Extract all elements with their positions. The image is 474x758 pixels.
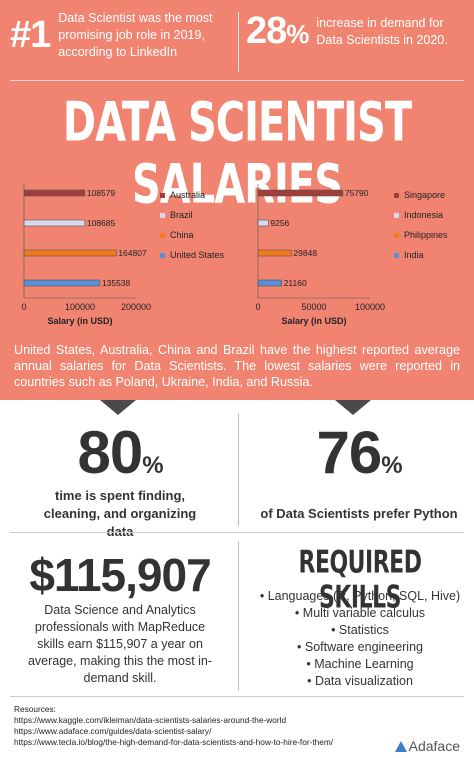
- chart-bar: [257, 279, 282, 287]
- legend-label: Indonesia: [404, 210, 443, 220]
- skill-item: Data visualization: [250, 673, 470, 690]
- legend-swatch: [160, 233, 165, 238]
- demand-text: increase in demand for Data Scientists i…: [316, 15, 448, 47]
- skill-item: Statistics: [250, 622, 470, 639]
- chart-bar: [257, 219, 269, 227]
- header-rule: [10, 80, 464, 81]
- mapreduce-salary-caption: Data Science and Analytics professionals…: [27, 603, 213, 685]
- chart-asia-salary: 75790 9256 29848 21160 0 50000 100000 Salary (i…: [255, 184, 448, 326]
- rank-value: #1: [10, 14, 51, 56]
- stat-time-spent: 80% time is spent finding, cleaning, and…: [20, 418, 220, 541]
- legend-swatch: [160, 193, 165, 198]
- legend-swatch: [394, 193, 399, 198]
- x-tick-label: 100000: [65, 302, 95, 312]
- x-tick-label: 50000: [301, 302, 326, 312]
- rank-text: Data Scientist was the most promising jo…: [58, 11, 213, 59]
- adaface-logo-icon: [394, 740, 407, 752]
- salary-summary: United States, Australia, China and Braz…: [14, 343, 460, 389]
- demand-value: 28%: [246, 10, 309, 52]
- legend-label: India: [404, 250, 424, 260]
- data-label: 29848: [293, 248, 317, 258]
- x-tick-label: 0: [255, 302, 260, 312]
- data-label: 164807: [118, 248, 147, 258]
- legend-label: China: [170, 230, 194, 240]
- legend-label: Philippines: [404, 230, 448, 240]
- skill-item: Machine Learning: [250, 656, 470, 673]
- chart-bar: [257, 249, 292, 257]
- section-divider: [10, 532, 464, 533]
- skill-item: Software engineering: [250, 639, 470, 656]
- data-label: 75790: [345, 188, 369, 198]
- python-value: 76%: [316, 419, 402, 486]
- section-notch-left: [100, 400, 136, 415]
- data-label: 9256: [270, 218, 289, 228]
- resources-label: Resources:: [14, 704, 56, 714]
- resources: Resources: https://www.kaggle.com/ikleim…: [14, 704, 333, 748]
- data-label: 135538: [102, 278, 131, 288]
- legend-swatch: [160, 213, 165, 218]
- chart-bar: [23, 189, 86, 197]
- header-stat-rank: #1 Data Scientist was the most promising…: [10, 10, 218, 61]
- chart-bar: [23, 279, 101, 287]
- x-tick-label: 0: [21, 302, 26, 312]
- brand-name: Adaface: [408, 738, 460, 754]
- legend-label: Singapore: [404, 190, 445, 200]
- python-caption: of Data Scientists prefer Python: [260, 506, 458, 521]
- chart-bar: [257, 189, 344, 197]
- skills-divider: [238, 542, 239, 690]
- legend-label: United States: [170, 250, 225, 260]
- x-axis-label: Salary (in USD): [281, 316, 346, 326]
- skills-list: Languages (R, Python, SQL, Hive) Multi v…: [250, 588, 470, 690]
- x-tick-label: 200000: [121, 302, 151, 312]
- resource-link[interactable]: https://www.kaggle.com/ikleiman/data-sci…: [14, 715, 287, 725]
- legend-swatch: [394, 253, 399, 258]
- salmon-section: #1 Data Scientist was the most promising…: [0, 0, 474, 400]
- skill-item: Multi variable calculus: [250, 605, 470, 622]
- skill-item: Languages (R, Python, SQL, Hive): [250, 588, 470, 605]
- legend-swatch: [394, 233, 399, 238]
- stats-divider: [238, 414, 239, 526]
- footer-divider: [10, 696, 464, 697]
- legend-swatch: [160, 253, 165, 258]
- x-tick-label: 100000: [355, 302, 385, 312]
- brand-logo: Adaface: [394, 738, 460, 754]
- section-notch-right: [335, 400, 371, 415]
- legend-swatch: [394, 213, 399, 218]
- stat-python: 76% of Data Scientists prefer Python: [254, 418, 464, 523]
- header-stat-demand: 28% increase in demand for Data Scientis…: [246, 10, 456, 53]
- chart-high-salary: 108579 108685 164807 135538 0 100000 200000 Sal…: [21, 184, 225, 326]
- data-label: 21160: [284, 278, 307, 288]
- resource-link[interactable]: https://www.adaface.com/guides/data-scie…: [14, 726, 212, 736]
- x-axis-label: Salary (in USD): [47, 316, 112, 326]
- resource-link[interactable]: https://www.tecla.io/blog/the-high-deman…: [14, 737, 334, 747]
- legend-label: Brazil: [170, 210, 193, 220]
- time-value: 80%: [77, 419, 163, 486]
- time-caption: time is spent finding, cleaning, and org…: [43, 488, 197, 539]
- data-label: 108685: [87, 218, 116, 228]
- chart-bar: [23, 219, 86, 227]
- mapreduce-salary-value: $115,907: [29, 549, 211, 601]
- page-title: DATA SCIENTIST SALARIES: [62, 92, 412, 217]
- header-divider: [238, 12, 239, 72]
- chart-bar: [23, 249, 117, 257]
- data-label: 108579: [87, 188, 116, 198]
- legend-label: Australia: [170, 190, 205, 200]
